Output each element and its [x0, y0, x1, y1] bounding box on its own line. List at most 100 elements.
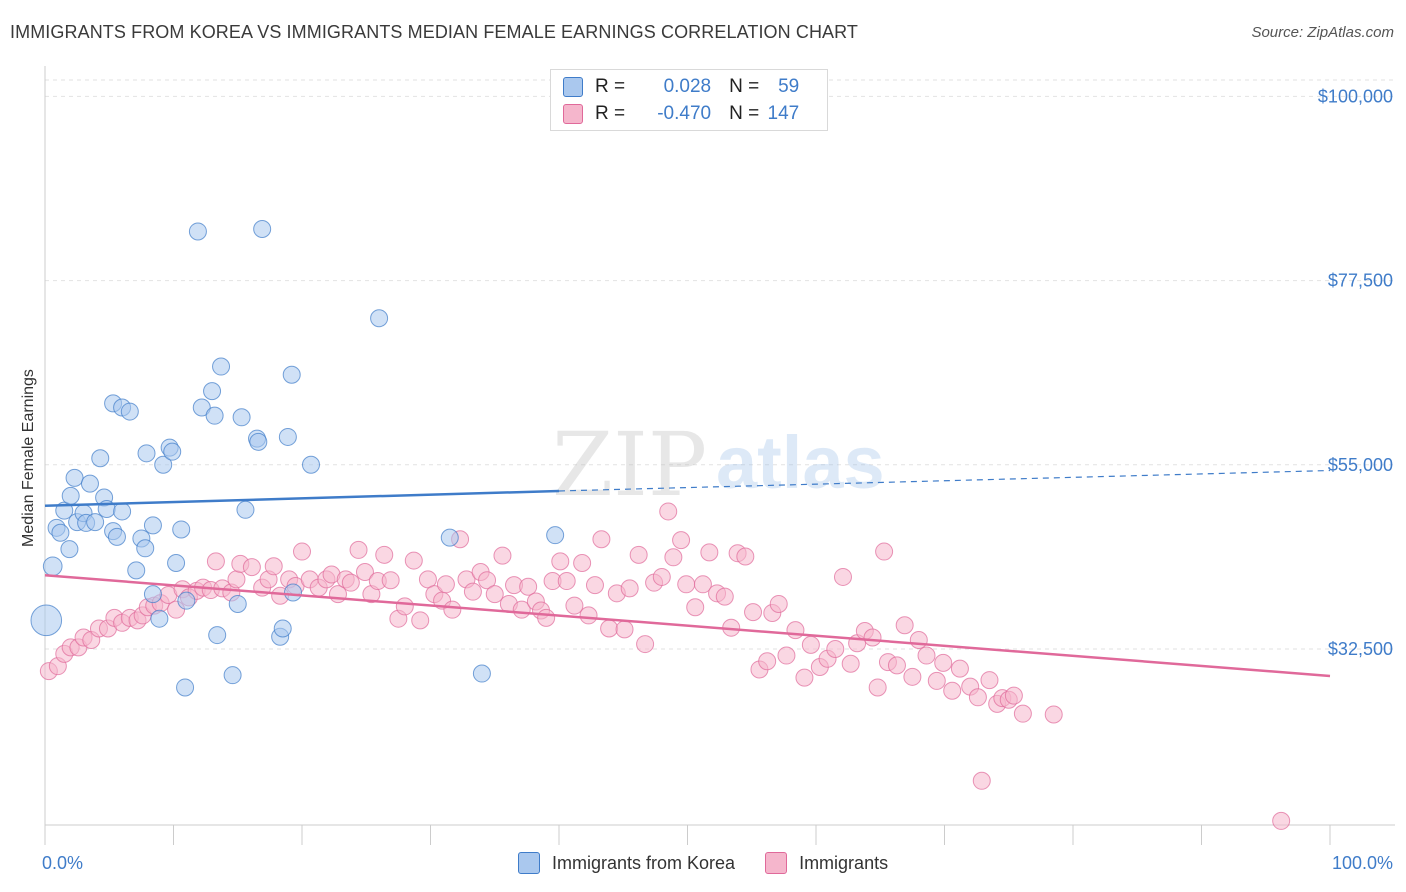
point-korea — [370, 309, 389, 328]
point-immigrants — [463, 582, 482, 601]
point-immigrants — [868, 678, 887, 697]
point-immigrants — [551, 552, 570, 571]
point-immigrants — [934, 653, 953, 672]
point-immigrants — [537, 608, 556, 627]
point-korea — [60, 540, 79, 559]
y-tick-label: $32,500 — [1328, 639, 1393, 659]
legend-n-value: 147 — [767, 103, 800, 124]
point-immigrants — [636, 635, 655, 654]
point-immigrants — [579, 606, 598, 625]
legend-r-label: R = — [595, 103, 626, 124]
point-korea — [192, 398, 211, 417]
y-tick-label: $55,000 — [1328, 455, 1393, 475]
point-immigrants — [242, 558, 261, 577]
point-immigrants — [573, 554, 592, 573]
point-immigrants — [592, 530, 611, 549]
point-korea — [80, 474, 99, 493]
point-immigrants — [629, 545, 648, 564]
point-immigrants — [341, 573, 360, 592]
watermark: ZIP atlas — [552, 413, 885, 516]
point-immigrants — [436, 575, 455, 594]
point-korea — [127, 561, 146, 580]
point-immigrants — [293, 542, 311, 561]
point-immigrants — [686, 598, 705, 617]
legend-n-label: N = — [729, 76, 760, 97]
point-immigrants — [917, 646, 936, 665]
point-immigrants — [615, 620, 634, 639]
legend-item-immigrants[interactable]: Immigrants — [765, 852, 888, 874]
point-korea — [136, 539, 155, 558]
point-immigrants — [826, 639, 845, 658]
point-korea — [176, 678, 195, 697]
point-immigrants — [1044, 705, 1063, 724]
point-immigrants — [1013, 704, 1032, 723]
tick-labels: $100,000 $77,500 $55,000 $32,500 0.0% 100.0% — [42, 86, 1393, 873]
point-korea — [30, 604, 63, 637]
point-immigrants — [801, 635, 820, 654]
y-tick-label: $100,000 — [1318, 86, 1393, 106]
point-immigrants — [875, 542, 894, 561]
point-immigrants — [795, 668, 814, 687]
point-immigrants — [395, 597, 414, 616]
point-korea — [212, 357, 231, 376]
point-korea — [163, 442, 182, 461]
point-immigrants — [620, 579, 639, 598]
chart-title: IMMIGRANTS FROM KOREA VS IMMIGRANTS MEDI… — [10, 22, 859, 42]
point-korea — [228, 594, 247, 613]
legend-r-label: R = — [595, 76, 626, 97]
point-korea — [61, 486, 80, 505]
point-immigrants — [381, 571, 400, 590]
point-immigrants — [927, 671, 946, 690]
point-immigrants — [375, 545, 394, 564]
point-korea — [167, 554, 186, 573]
point-immigrants — [980, 671, 999, 690]
legend-n-label: N = — [729, 103, 760, 124]
point-korea — [91, 449, 110, 468]
point-immigrants — [664, 548, 683, 567]
point-korea — [284, 583, 303, 602]
watermark-zip: ZIP — [552, 413, 707, 516]
point-immigrants — [206, 552, 225, 571]
series-legend: Immigrants from Korea Immigrants — [518, 852, 918, 874]
trend-line-korea — [44, 489, 560, 507]
point-immigrants — [557, 572, 576, 591]
legend-row-immigrants: R = -0.470 N = 147 — [563, 101, 799, 127]
point-immigrants — [909, 630, 928, 649]
legend-row-korea: R = 0.028 N = 59 — [563, 74, 799, 100]
point-korea — [301, 455, 320, 474]
legend-label-korea: Immigrants from Korea — [552, 852, 736, 873]
legend-swatch-blue — [518, 852, 540, 874]
x-tick-label: 100.0% — [1332, 853, 1393, 873]
legend-r-value: -0.470 — [657, 103, 712, 124]
point-korea — [440, 528, 459, 547]
point-immigrants — [968, 688, 987, 707]
legend-r-value: 0.028 — [663, 76, 712, 97]
point-immigrants — [1004, 686, 1023, 705]
point-korea — [51, 523, 70, 542]
point-immigrants — [863, 628, 882, 647]
point-korea — [143, 585, 162, 604]
point-immigrants — [493, 546, 512, 565]
watermark-atlas: atlas — [716, 421, 885, 504]
x-tick-label: 0.0% — [42, 853, 83, 873]
legend-item-korea[interactable]: Immigrants from Korea — [518, 852, 735, 874]
point-immigrants — [744, 603, 763, 622]
point-immigrants — [769, 594, 788, 613]
point-immigrants — [786, 621, 805, 640]
point-immigrants — [715, 587, 734, 606]
point-korea — [154, 455, 173, 474]
point-immigrants — [672, 531, 691, 550]
point-korea — [120, 402, 139, 421]
axes — [44, 66, 1395, 845]
point-immigrants — [1272, 811, 1291, 830]
point-korea — [42, 556, 63, 577]
legend-label-immigrants: Immigrants — [799, 852, 889, 873]
point-korea — [203, 382, 222, 401]
point-immigrants — [700, 543, 719, 562]
point-immigrants — [903, 667, 922, 686]
point-immigrants — [693, 575, 712, 594]
y-axis-label: Median Female Earnings — [20, 369, 37, 547]
point-korea — [278, 427, 297, 446]
point-korea — [188, 222, 207, 241]
